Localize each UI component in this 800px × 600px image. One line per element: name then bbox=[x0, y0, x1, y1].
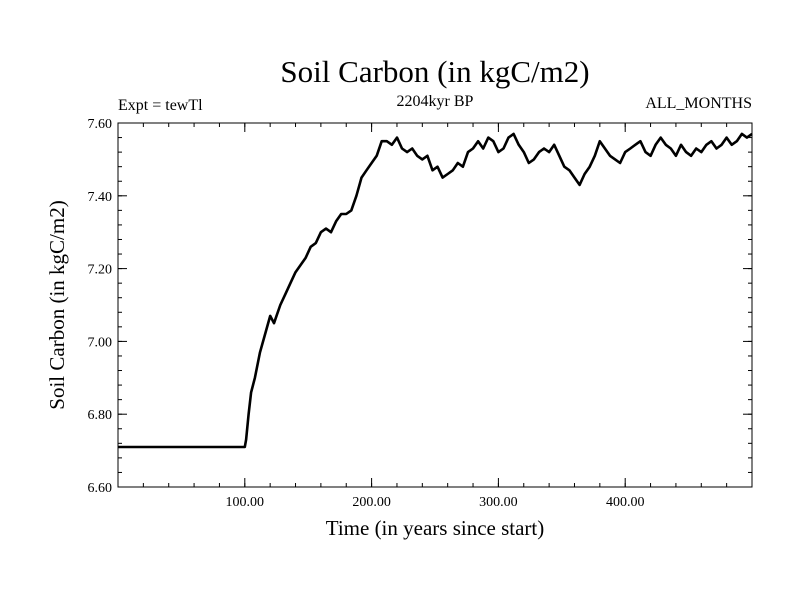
experiment-label: Expt = tewTl bbox=[118, 97, 203, 114]
axis-tick-labels: 100.00 200.00 300.00 400.00 6.60 6.80 7.00 7.20… bbox=[88, 117, 645, 510]
y-tick-label: 7.60 bbox=[88, 117, 113, 132]
months-label: ALL_MONTHS bbox=[645, 95, 752, 112]
y-tick-label: 7.00 bbox=[88, 335, 113, 350]
x-tick-label: 400.00 bbox=[606, 495, 645, 510]
data-series bbox=[118, 132, 753, 449]
y-tick-label: 6.80 bbox=[88, 408, 113, 423]
period-label: 2204kyr BP bbox=[397, 93, 474, 110]
y-axis-label: Soil Carbon (in kgC/m2) bbox=[45, 200, 69, 409]
x-tick-label: 300.00 bbox=[479, 495, 518, 510]
y-tick-label: 6.60 bbox=[88, 481, 113, 496]
x-tick-label: 100.00 bbox=[226, 495, 265, 510]
y-tick-label: 7.40 bbox=[88, 190, 113, 205]
chart-title: Soil Carbon (in kgC/m2) bbox=[280, 54, 589, 89]
x-axis-label: Time (in years since start) bbox=[326, 516, 545, 540]
plot-frame bbox=[117, 122, 753, 488]
x-tick-label: 200.00 bbox=[352, 495, 391, 510]
series-line bbox=[118, 132, 753, 449]
axis-ticks bbox=[118, 122, 752, 488]
y-tick-label: 7.20 bbox=[88, 263, 113, 278]
